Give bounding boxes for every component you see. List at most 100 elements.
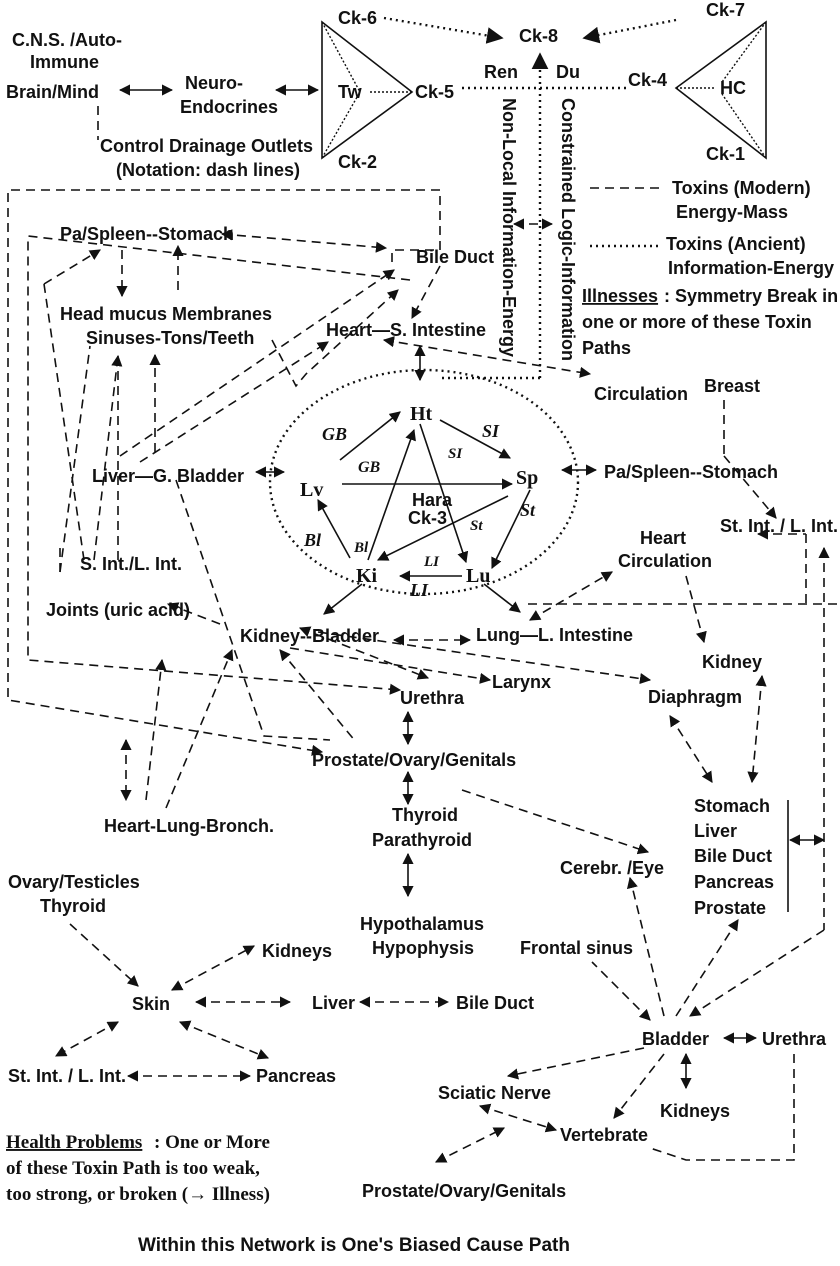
thyroid-label: Thyroid [392, 805, 458, 825]
center-ki: Ki [356, 565, 378, 587]
circulation-label: Circulation [594, 384, 688, 404]
sciatic-label: Sciatic Nerve [438, 1083, 551, 1103]
larynx-label: Larynx [492, 672, 551, 692]
cerebr-eye-label: Cerebr. /Eye [560, 858, 664, 878]
heart-si-label: Heart—S. Intestine [326, 320, 486, 340]
center-lu: Lu [466, 565, 490, 587]
sinuses-label: Sinuses-Tons/Teeth [86, 328, 254, 348]
constrained-label: Constrained Logic-Information [558, 98, 578, 361]
stomach-list-3: Pancreas [694, 872, 774, 892]
legend-illnesses-heading: Illnesses [582, 286, 658, 306]
legend-modern-1: Toxins (Modern) [672, 178, 811, 198]
health-problems-heading: Health Problems [6, 1132, 142, 1153]
tw-label: Tw [338, 82, 363, 102]
center-st-outer: St [520, 500, 536, 520]
heart-circ-label-2: Circulation [618, 551, 712, 571]
lung-li-label: Lung—L. Intestine [476, 625, 633, 645]
diaphragm-label: Diaphragm [648, 687, 742, 707]
kidney-right-label: Kidney [702, 652, 762, 672]
parathyroid-label: Parathyroid [372, 830, 472, 850]
head-mucus-label: Head mucus Membranes [60, 304, 272, 324]
center-lv: Lv [300, 479, 323, 501]
kidneys-bottom-label: Kidneys [660, 1101, 730, 1121]
center-hara: Hara [412, 490, 453, 510]
pancreas-label: Pancreas [256, 1066, 336, 1086]
ck6-label: Ck-6 [338, 8, 377, 28]
breast-label: Breast [704, 376, 760, 396]
center-li-outer: LI [409, 580, 429, 600]
nonlocal-label: Non-Local Information-Energy [499, 98, 519, 357]
urethra-bottom-label: Urethra [762, 1029, 827, 1049]
ck1-label: Ck-1 [706, 144, 745, 164]
s-int-l-int-label: S. Int./L. Int. [80, 554, 182, 574]
center-gb-outer: GB [322, 424, 347, 444]
stomach-list-4: Prostate [694, 898, 766, 918]
health-problems-2: of these Toxin Path is too weak, [6, 1158, 260, 1179]
upper-connections [7, 189, 840, 1017]
center-bl-inner: Bl [353, 540, 369, 556]
health-problems-3: too strong, or broken (→ Illness) [6, 1184, 270, 1205]
prostate-mid-label: Prostate/Ovary/Genitals [312, 750, 516, 770]
center-gb-inner: GB [358, 459, 381, 476]
prostate-bottom-label: Prostate/Ovary/Genitals [362, 1181, 566, 1201]
ren-label: Ren [484, 62, 518, 82]
cns-label: C.N.S. /Auto- [12, 30, 122, 50]
immune-label: Immune [30, 52, 99, 72]
legend-modern-2: Energy-Mass [676, 202, 788, 222]
stomach-list-0: Stomach [694, 796, 770, 816]
neuro-label: Neuro- [185, 73, 243, 93]
center-bl-outer: Bl [303, 530, 321, 550]
skin-label: Skin [132, 994, 170, 1014]
center-st-inner: St [470, 518, 483, 534]
legend-illnesses-3: Paths [582, 338, 631, 358]
kidney-bladder-label: Kidney--Bladder [240, 626, 379, 646]
ck2-label: Ck-2 [338, 152, 377, 172]
heart-lung-label: Heart-Lung-Bronch. [104, 816, 274, 836]
notation-label: (Notation: dash lines) [116, 160, 300, 180]
health-problems-1: : One or More [154, 1132, 270, 1153]
center-si-outer: SI [482, 421, 500, 441]
right-chakra-triangle [674, 20, 767, 160]
control-drainage-label: Control Drainage Outlets [100, 136, 313, 156]
pa-spleen-top-label: Pa/Spleen--Stomach [60, 224, 234, 244]
ck7-label: Ck-7 [706, 0, 745, 20]
center-li-inner: LI [423, 554, 440, 570]
legend-illnesses-2: one or more of these Toxin [582, 312, 812, 332]
pa-spleen-right-label: Pa/Spleen--Stomach [604, 462, 778, 482]
left-chakra-triangle [321, 20, 414, 160]
frontal-sinus-label: Frontal sinus [520, 938, 633, 958]
heart-circ-label-1: Heart [640, 528, 686, 548]
bladder-label: Bladder [642, 1029, 709, 1049]
vertebrate-label: Vertebrate [560, 1125, 648, 1145]
bile-duct-top-label: Bile Duct [416, 247, 494, 267]
brain-mind-label: Brain/Mind [6, 82, 99, 102]
st-int-right-label: St. Int. / L. Int. [720, 516, 838, 536]
ck5-label: Ck-5 [415, 82, 454, 102]
kidneys-left-label: Kidneys [262, 941, 332, 961]
center-si-inner: SI [448, 446, 463, 462]
legend-illnesses-1: : Symmetry Break in [664, 286, 838, 306]
hc-label: HC [720, 78, 746, 98]
st-int-bottom-label: St. Int. / L. Int. [8, 1066, 126, 1086]
joints-label: Joints (uric acid) [46, 600, 190, 620]
center-ck3: Ck-3 [408, 508, 447, 528]
liver-bottom-label: Liver [312, 993, 355, 1013]
legend-ancient-1: Toxins (Ancient) [666, 234, 806, 254]
stomach-list-2: Bile Duct [694, 846, 772, 866]
ck8-label: Ck-8 [519, 26, 558, 46]
hypophysis-label: Hypophysis [372, 938, 474, 958]
hypothalamus-label: Hypothalamus [360, 914, 484, 934]
du-label: Du [556, 62, 580, 82]
ck6-ck8-dotted [383, 16, 504, 44]
lower-connections [55, 876, 795, 1163]
ovary-testicles-label: Ovary/Testicles [8, 872, 140, 892]
endocrines-label: Endocrines [180, 97, 278, 117]
liver-gb-label: Liver—G. Bladder [92, 466, 244, 486]
legend-ancient-2: Information-Energy [668, 258, 834, 278]
ck4-label: Ck-4 [628, 70, 667, 90]
diagram-caption: Within this Network is One's Biased Caus… [138, 1235, 570, 1256]
bile-duct-bottom-label: Bile Duct [456, 993, 534, 1013]
center-sp: Sp [516, 467, 538, 489]
